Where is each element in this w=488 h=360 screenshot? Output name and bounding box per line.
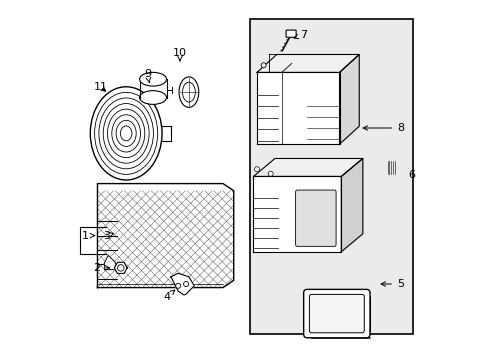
Circle shape [117, 265, 124, 271]
Ellipse shape [112, 115, 140, 152]
Text: 3: 3 [103, 231, 113, 240]
Ellipse shape [120, 126, 132, 141]
Ellipse shape [107, 109, 144, 158]
Polygon shape [257, 54, 359, 72]
Ellipse shape [90, 87, 162, 180]
Circle shape [254, 167, 259, 172]
Polygon shape [339, 54, 359, 144]
Text: 2: 2 [93, 263, 109, 273]
Circle shape [267, 171, 273, 176]
Ellipse shape [94, 93, 158, 174]
Ellipse shape [116, 120, 136, 147]
FancyBboxPatch shape [285, 30, 296, 37]
FancyBboxPatch shape [303, 289, 369, 338]
Text: 10: 10 [173, 48, 186, 61]
Text: 6: 6 [407, 170, 414, 180]
Text: 4: 4 [163, 290, 175, 302]
Ellipse shape [103, 104, 149, 163]
Polygon shape [341, 158, 362, 252]
Polygon shape [97, 184, 233, 288]
Text: 9: 9 [144, 69, 151, 82]
Circle shape [261, 63, 265, 68]
Polygon shape [104, 255, 115, 270]
Polygon shape [253, 158, 362, 176]
Ellipse shape [139, 91, 166, 104]
Text: 1: 1 [81, 231, 95, 240]
FancyBboxPatch shape [309, 294, 364, 333]
Ellipse shape [182, 82, 195, 102]
Circle shape [175, 283, 180, 288]
FancyBboxPatch shape [295, 190, 335, 246]
Text: 8: 8 [363, 123, 403, 133]
Polygon shape [171, 273, 194, 295]
Circle shape [183, 282, 188, 287]
Bar [249, 19, 412, 334]
Polygon shape [253, 176, 341, 252]
Ellipse shape [139, 72, 166, 86]
Text: 7: 7 [293, 30, 306, 40]
Ellipse shape [99, 98, 153, 169]
Text: 11: 11 [93, 82, 107, 92]
Polygon shape [257, 72, 339, 144]
Polygon shape [114, 262, 127, 274]
Text: 5: 5 [380, 279, 403, 289]
Ellipse shape [179, 77, 198, 107]
